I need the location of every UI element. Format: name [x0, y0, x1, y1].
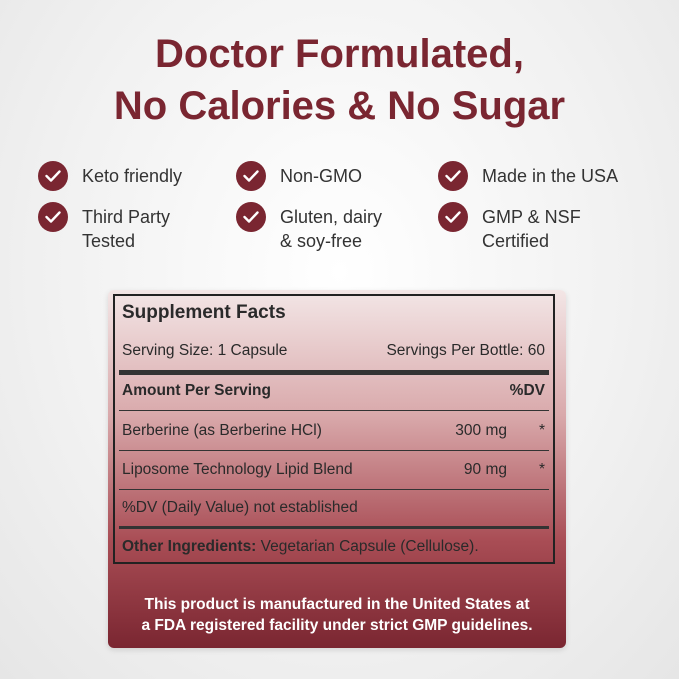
amount-header-row: Amount Per Serving %DV	[122, 382, 545, 400]
other-ingredients-row: Other Ingredients: Vegetarian Capsule (C…	[122, 538, 545, 556]
serving-size: Serving Size: 1 Capsule	[122, 342, 288, 359]
facts-title: Supplement Facts	[122, 302, 286, 323]
dv-note: %DV (Daily Value) not established	[122, 499, 358, 516]
dv-header: %DV	[509, 382, 545, 399]
divider	[119, 489, 549, 490]
dv-note-row: %DV (Daily Value) not established	[122, 499, 545, 517]
check-circle-icon	[236, 161, 266, 191]
feature-made-in-usa: Made in the USA	[438, 161, 619, 191]
feature-label: Made in the USA	[482, 166, 619, 186]
thick-divider	[119, 526, 549, 529]
divider	[119, 410, 549, 411]
feature-label: Keto friendly	[82, 166, 183, 186]
feature-gmp-nsf-certified: GMP & NSF Certified	[438, 202, 581, 253]
feature-gluten-dairy-soy-free: Gluten, dairy & soy-free	[236, 202, 383, 253]
ingredient-name: Liposome Technology Lipid Blend	[122, 461, 353, 478]
table-row: Liposome Technology Lipid Blend 90 mg *	[122, 461, 545, 479]
supplement-card: Supplement Facts Serving Size: 1 Capsule…	[108, 290, 566, 648]
feature-label: Third Party Tested	[82, 207, 171, 251]
check-circle-icon	[438, 202, 468, 232]
feature-keto: Keto friendly	[38, 161, 183, 191]
thick-divider	[119, 370, 549, 375]
supplement-facts-table: Supplement Facts Serving Size: 1 Capsule…	[113, 294, 555, 564]
check-circle-icon	[236, 202, 266, 232]
other-ingredients-label: Other Ingredients:	[122, 538, 257, 555]
feature-label: GMP & NSF Certified	[482, 207, 581, 251]
ingredient-amount: 300 mg	[455, 422, 507, 439]
check-circle-icon	[38, 161, 68, 191]
check-circle-icon	[438, 161, 468, 191]
feature-label: Non-GMO	[280, 166, 363, 186]
ingredient-name: Berberine (as Berberine HCl)	[122, 422, 322, 439]
amount-per-serving-label: Amount Per Serving	[122, 382, 271, 399]
servings-per-bottle: Servings Per Bottle: 60	[386, 342, 545, 359]
headline: Doctor Formulated, No Calories & No Suga…	[0, 28, 679, 132]
feature-third-party-tested: Third Party Tested	[38, 202, 171, 253]
check-circle-icon	[38, 202, 68, 232]
headline-line-2: No Calories & No Sugar	[113, 84, 566, 128]
headline-line-1: Doctor Formulated,	[155, 32, 524, 76]
table-row: Berberine (as Berberine HCl) 300 mg *	[122, 422, 545, 440]
divider	[119, 450, 549, 451]
feature-non-gmo: Non-GMO	[236, 161, 363, 191]
ingredient-dv: *	[538, 461, 545, 478]
ingredient-amount: 90 mg	[463, 461, 507, 478]
serving-row: Serving Size: 1 Capsule Servings Per Bot…	[122, 342, 545, 360]
manufacturing-note: This product is manufactured in the Unit…	[141, 596, 533, 634]
other-ingredients-value: Vegetarian Capsule (Cellulose).	[256, 538, 479, 555]
ingredient-dv: *	[538, 422, 545, 439]
feature-label: Gluten, dairy & soy-free	[280, 207, 383, 251]
